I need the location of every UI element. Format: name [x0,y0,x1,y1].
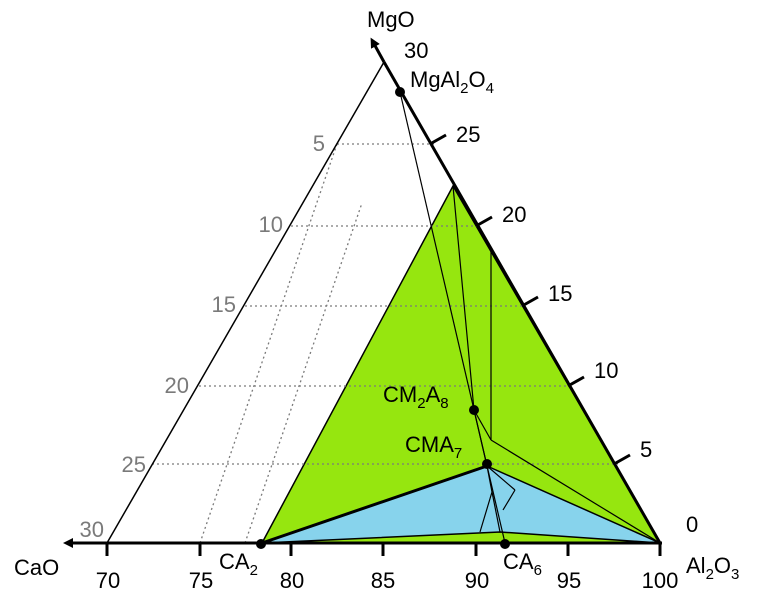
bottom-tick-label: 90 [465,568,489,593]
right-tick-labels: 0 5 10 15 20 25 30 [404,38,698,537]
bottom-edge-ticks [105,543,662,556]
left-tick-label: 25 [122,452,146,477]
al2o3-label: Al2O3 [686,553,739,583]
cma7-point [482,459,492,469]
mgo-axis-arrow [370,37,386,63]
bottom-tick-label: 70 [96,568,120,593]
cma7-label: CMA7 [405,432,462,462]
left-tick-label: 15 [212,292,236,317]
right-tick-label: 15 [548,281,572,306]
left-tick-label: 20 [165,373,189,398]
cao-label: CaO [14,555,59,580]
mgal2o4-label: MgAl2O4 [410,67,494,97]
bottom-tick-label: 75 [189,568,213,593]
bottom-tick-labels: 70 75 80 85 90 95 100 [96,568,679,593]
bottom-tick-label: 100 [642,568,679,593]
ca6-label: CA6 [503,549,542,579]
left-tick-label: 10 [259,212,283,237]
mgal2o4-point [395,87,405,97]
ca2-label: CA2 [219,549,258,579]
right-tick-label: 0 [686,512,698,537]
right-edge-ticks [429,133,631,466]
bottom-tick-label: 80 [280,568,304,593]
left-tick-labels: 5 10 15 20 25 30 [80,131,325,542]
mgo-label: MgO [367,7,415,32]
ca2-point [256,539,266,549]
cm2a8-label: CM2A8 [383,382,449,412]
right-tick-label: 10 [594,358,618,383]
bottom-tick-label: 95 [557,568,581,593]
right-tick-label: 30 [404,38,428,63]
bottom-tick-label: 85 [371,568,395,593]
left-tick-label: 30 [80,517,104,542]
right-tick-label: 5 [640,437,652,462]
ca2-cma7-boundary [261,464,488,545]
cao-mgo-edge [106,61,385,544]
ca6-point [500,539,510,549]
gridlines [152,143,618,544]
left-tick-label: 5 [313,131,325,156]
cm2a8-point [469,405,479,415]
right-tick-label: 20 [502,202,526,227]
right-tick-label: 25 [456,122,480,147]
